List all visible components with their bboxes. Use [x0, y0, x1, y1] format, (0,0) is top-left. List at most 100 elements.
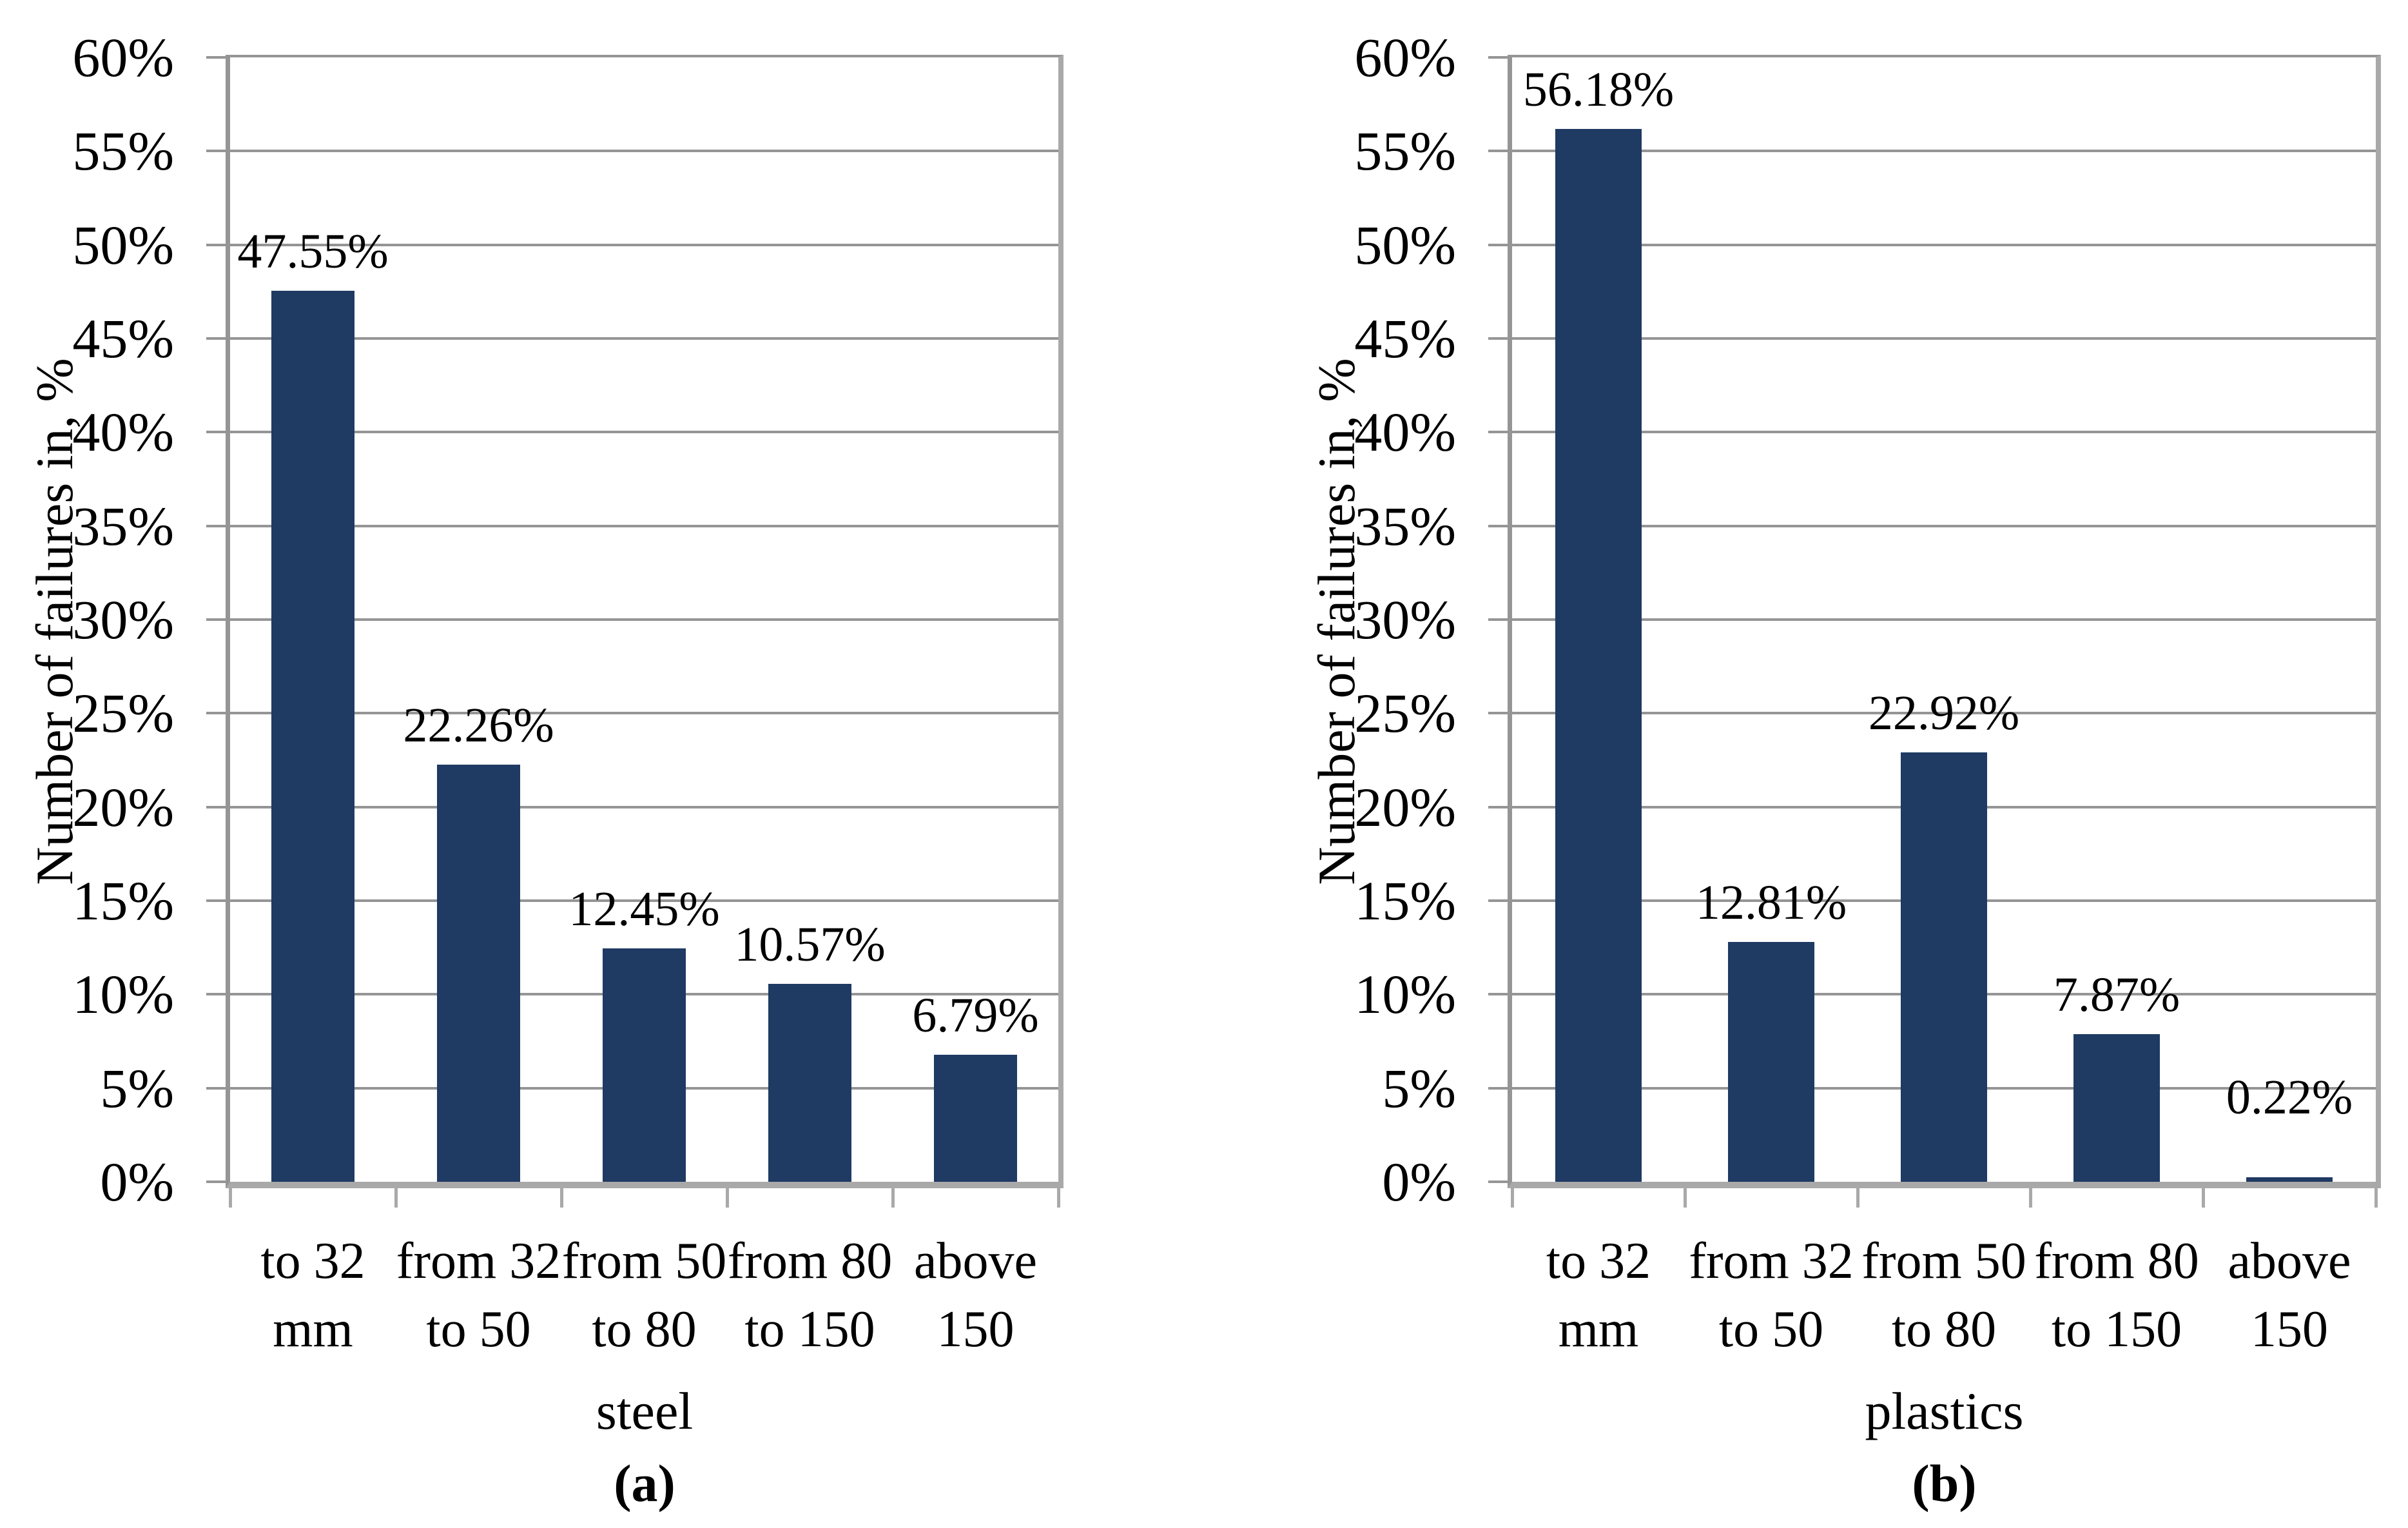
gridline: [230, 243, 1058, 246]
category-label-line: from 32: [396, 1233, 561, 1289]
bar: [603, 948, 686, 1182]
y-axis-tick: [1488, 618, 1508, 621]
y-axis-tick-label: 45%: [72, 308, 174, 369]
category-label: to 32 mm: [1512, 1227, 1685, 1364]
category-label-line: from 50: [561, 1233, 727, 1289]
y-axis-tick: [206, 1180, 226, 1183]
x-axis-tick: [726, 1188, 729, 1208]
y-axis-tick-label: 25%: [1354, 682, 1456, 745]
y-axis-tick-label: 30%: [1354, 589, 1456, 651]
y-axis-tick: [1488, 899, 1508, 902]
y-axis-tick: [1488, 712, 1508, 715]
data-label: 7.87%: [2053, 968, 2180, 1022]
x-axis-tick: [891, 1188, 895, 1208]
category-label: from 32 to 50: [1685, 1227, 1858, 1364]
data-label: 0.22%: [2226, 1070, 2353, 1124]
category-label: above 150: [2203, 1227, 2376, 1364]
y-axis-tick-label: 55%: [1354, 120, 1456, 182]
data-label: 22.92%: [1868, 686, 2020, 740]
x-axis-tick: [560, 1188, 563, 1208]
gridline: [1512, 243, 2376, 246]
category-label-line: above: [2228, 1233, 2351, 1289]
y-axis-tick-label: 55%: [72, 120, 174, 182]
category-label-line: 150: [2251, 1301, 2328, 1358]
gridline: [1512, 524, 2376, 527]
y-axis-tick: [206, 899, 226, 902]
bar: [768, 984, 851, 1182]
y-axis-tick: [1488, 1086, 1508, 1090]
y-axis-tick-label: 0%: [100, 1151, 174, 1213]
x-axis-tick: [2374, 1188, 2378, 1208]
x-axis-tick: [229, 1188, 232, 1208]
bar: [1728, 942, 1814, 1182]
y-axis-tick: [206, 337, 226, 340]
category-label-line: 150: [937, 1301, 1015, 1358]
bar: [1901, 752, 1987, 1182]
category-label-line: from 32: [1689, 1233, 1854, 1289]
plot-area: 56.18% 12.81% 22.92% 7.87% 0.22%: [1508, 55, 2381, 1188]
gridline: [230, 524, 1058, 527]
y-axis-tick-label: 50%: [1354, 213, 1456, 276]
category-label-line: to 50: [426, 1301, 531, 1358]
chart-steel: Number of failures in, % 47.55% 22.26% 12.…: [25, 26, 1063, 1513]
gridline: [230, 805, 1058, 808]
category-label-line: mm: [273, 1301, 353, 1358]
gridline: [230, 899, 1058, 902]
y-axis-tick: [206, 805, 226, 808]
y-axis-tick: [1488, 56, 1508, 59]
y-axis-tick: [1488, 243, 1508, 246]
y-axis-tick: [206, 993, 226, 996]
y-axis-tick: [206, 618, 226, 621]
data-label: 22.26%: [403, 698, 554, 752]
category-label: from 50 to 80: [1858, 1227, 2030, 1364]
y-axis-tick: [206, 243, 226, 246]
y-axis-tick: [206, 1086, 226, 1090]
y-axis-tick-label: 15%: [1354, 870, 1456, 932]
y-axis-tick-label: 50%: [72, 213, 174, 276]
bar: [437, 765, 520, 1182]
data-label: 12.81%: [1695, 876, 1847, 930]
gridline: [1512, 618, 2376, 621]
x-axis-tick: [1684, 1188, 1687, 1208]
category-label: from 80 to 150: [727, 1227, 893, 1364]
gridline: [1512, 431, 2376, 434]
bar: [1555, 129, 1642, 1182]
data-label: 47.55%: [237, 224, 389, 279]
category-label-line: to 50: [1718, 1301, 1824, 1358]
gridline: [1512, 150, 2376, 153]
y-axis-tick-label: 0%: [1382, 1151, 1456, 1213]
data-label: 6.79%: [912, 988, 1039, 1043]
y-axis-tick-label: 5%: [100, 1057, 174, 1119]
y-axis-tick: [1488, 337, 1508, 340]
x-axis-tick: [1057, 1188, 1060, 1208]
category-label-line: mm: [1558, 1301, 1639, 1358]
bar: [271, 291, 354, 1182]
y-axis-tick: [206, 150, 226, 153]
series-label: plastics: [1865, 1382, 2024, 1440]
y-axis-tick-label: 40%: [72, 401, 174, 464]
y-axis-tick-label: 45%: [1354, 308, 1456, 369]
y-axis-tick: [206, 524, 226, 527]
category-label-line: from 80: [727, 1233, 893, 1289]
panel-letter: (a): [614, 1454, 675, 1513]
y-axis-tick-label: 15%: [72, 870, 174, 932]
gridline: [230, 337, 1058, 340]
y-axis-tick-label: 35%: [72, 495, 174, 557]
y-axis-tick: [1488, 1180, 1508, 1183]
category-label-line: to 150: [2051, 1301, 2182, 1358]
gridline: [1512, 712, 2376, 715]
y-axis-tick: [1488, 524, 1508, 527]
x-axis-tick: [2029, 1188, 2032, 1208]
data-label: 10.57%: [734, 917, 886, 972]
series-label: steel: [596, 1382, 694, 1440]
x-axis-tick: [2202, 1188, 2205, 1208]
bar: [2073, 1034, 2160, 1182]
category-label-line: to 32: [1546, 1233, 1651, 1289]
y-axis-tick: [1488, 150, 1508, 153]
y-axis-tick-label: 30%: [72, 589, 174, 651]
x-axis-tick: [1856, 1188, 1859, 1208]
y-axis-tick: [206, 56, 226, 59]
y-axis-tick: [206, 431, 226, 434]
y-axis-tick: [1488, 993, 1508, 996]
y-axis-tick-label: 25%: [72, 682, 174, 745]
